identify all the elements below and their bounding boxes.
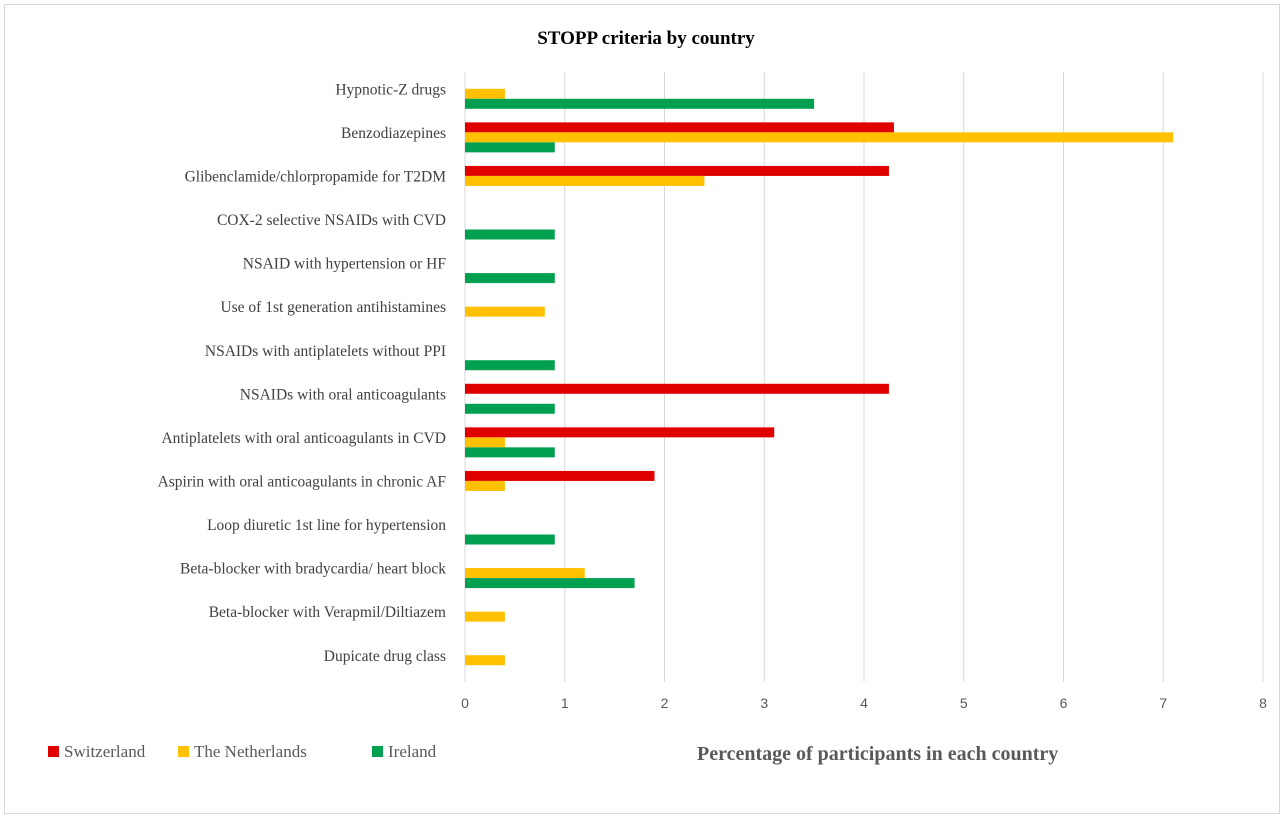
x-axis-title: Percentage of participants in each count… (697, 743, 1058, 765)
bar-the-netherlands (465, 655, 505, 666)
category-label: NSAIDs with oral anticoagulants (240, 386, 446, 403)
x-tick-label: 3 (760, 695, 768, 711)
category-label: Use of 1st generation antihistamines (220, 299, 446, 316)
category-label: Glibenclamide/chlorpropamide for T2DM (185, 168, 447, 185)
category-label: Antiplatelets with oral anticoagulants i… (161, 430, 446, 447)
bar-ireland (465, 229, 555, 240)
category-label: NSAIDs with antiplatelets without PPI (205, 343, 446, 360)
bar-the-netherlands (465, 88, 505, 99)
bar-ireland (465, 98, 815, 109)
bar-switzerland (465, 122, 894, 133)
bar-switzerland (465, 427, 775, 438)
bar-ireland (465, 142, 555, 153)
bar-ireland (465, 273, 555, 284)
bar-the-netherlands (465, 132, 1174, 143)
bar-switzerland (465, 470, 655, 481)
x-tick-label: 0 (461, 695, 469, 711)
legend-label: Switzerland (64, 742, 146, 761)
bar-the-netherlands (465, 437, 505, 448)
bar-switzerland (465, 165, 889, 176)
x-tick-label: 1 (561, 695, 569, 711)
category-label: COX-2 selective NSAIDs with CVD (217, 212, 446, 229)
x-tick-label: 5 (960, 695, 968, 711)
x-tick-labels: 0 1 2 3 4 5 6 7 8 (461, 695, 1267, 711)
x-tick-label: 7 (1159, 695, 1167, 711)
category-label: Hypnotic-Z drugs (335, 81, 446, 98)
bar-ireland (465, 534, 555, 545)
category-label: Beta-blocker with Verapmil/Diltiazem (209, 604, 446, 621)
legend-swatch (372, 746, 383, 757)
x-tick-label: 8 (1259, 695, 1267, 711)
category-label: Beta-blocker with bradycardia/ heart blo… (180, 561, 446, 578)
legend-swatch (178, 746, 189, 757)
gridlines (464, 72, 1264, 682)
legend-swatch (48, 746, 59, 757)
category-label: Benzodiazepines (341, 125, 446, 142)
category-label: Aspirin with oral anticoagulants in chro… (158, 473, 447, 490)
bar-ireland (465, 403, 555, 414)
bar-ireland (465, 447, 555, 458)
bar-ireland (465, 578, 635, 589)
bar-switzerland (465, 383, 889, 394)
x-tick-label: 6 (1060, 695, 1068, 711)
category-label: NSAID with hypertension or HF (243, 256, 447, 273)
legend: Switzerland The Netherlands Ireland (48, 742, 437, 761)
legend-label: The Netherlands (194, 742, 307, 761)
bar-the-netherlands (465, 175, 705, 186)
bar-the-netherlands (465, 568, 585, 579)
x-tick-label: 4 (860, 695, 868, 711)
bar-the-netherlands (465, 480, 505, 491)
chart-title: STOPP criteria by country (537, 28, 755, 49)
category-labels: Hypnotic-Z drugs Benzodiazepines Glibencla… (158, 81, 447, 664)
category-label: Dupicate drug class (324, 648, 446, 665)
legend-label: Ireland (388, 742, 437, 761)
bars (465, 88, 1174, 666)
bar-the-netherlands (465, 306, 545, 317)
bar-the-netherlands (465, 611, 505, 622)
category-label: Loop diuretic 1st line for hypertension (207, 517, 446, 534)
bar-ireland (465, 360, 555, 371)
x-tick-label: 2 (661, 695, 669, 711)
